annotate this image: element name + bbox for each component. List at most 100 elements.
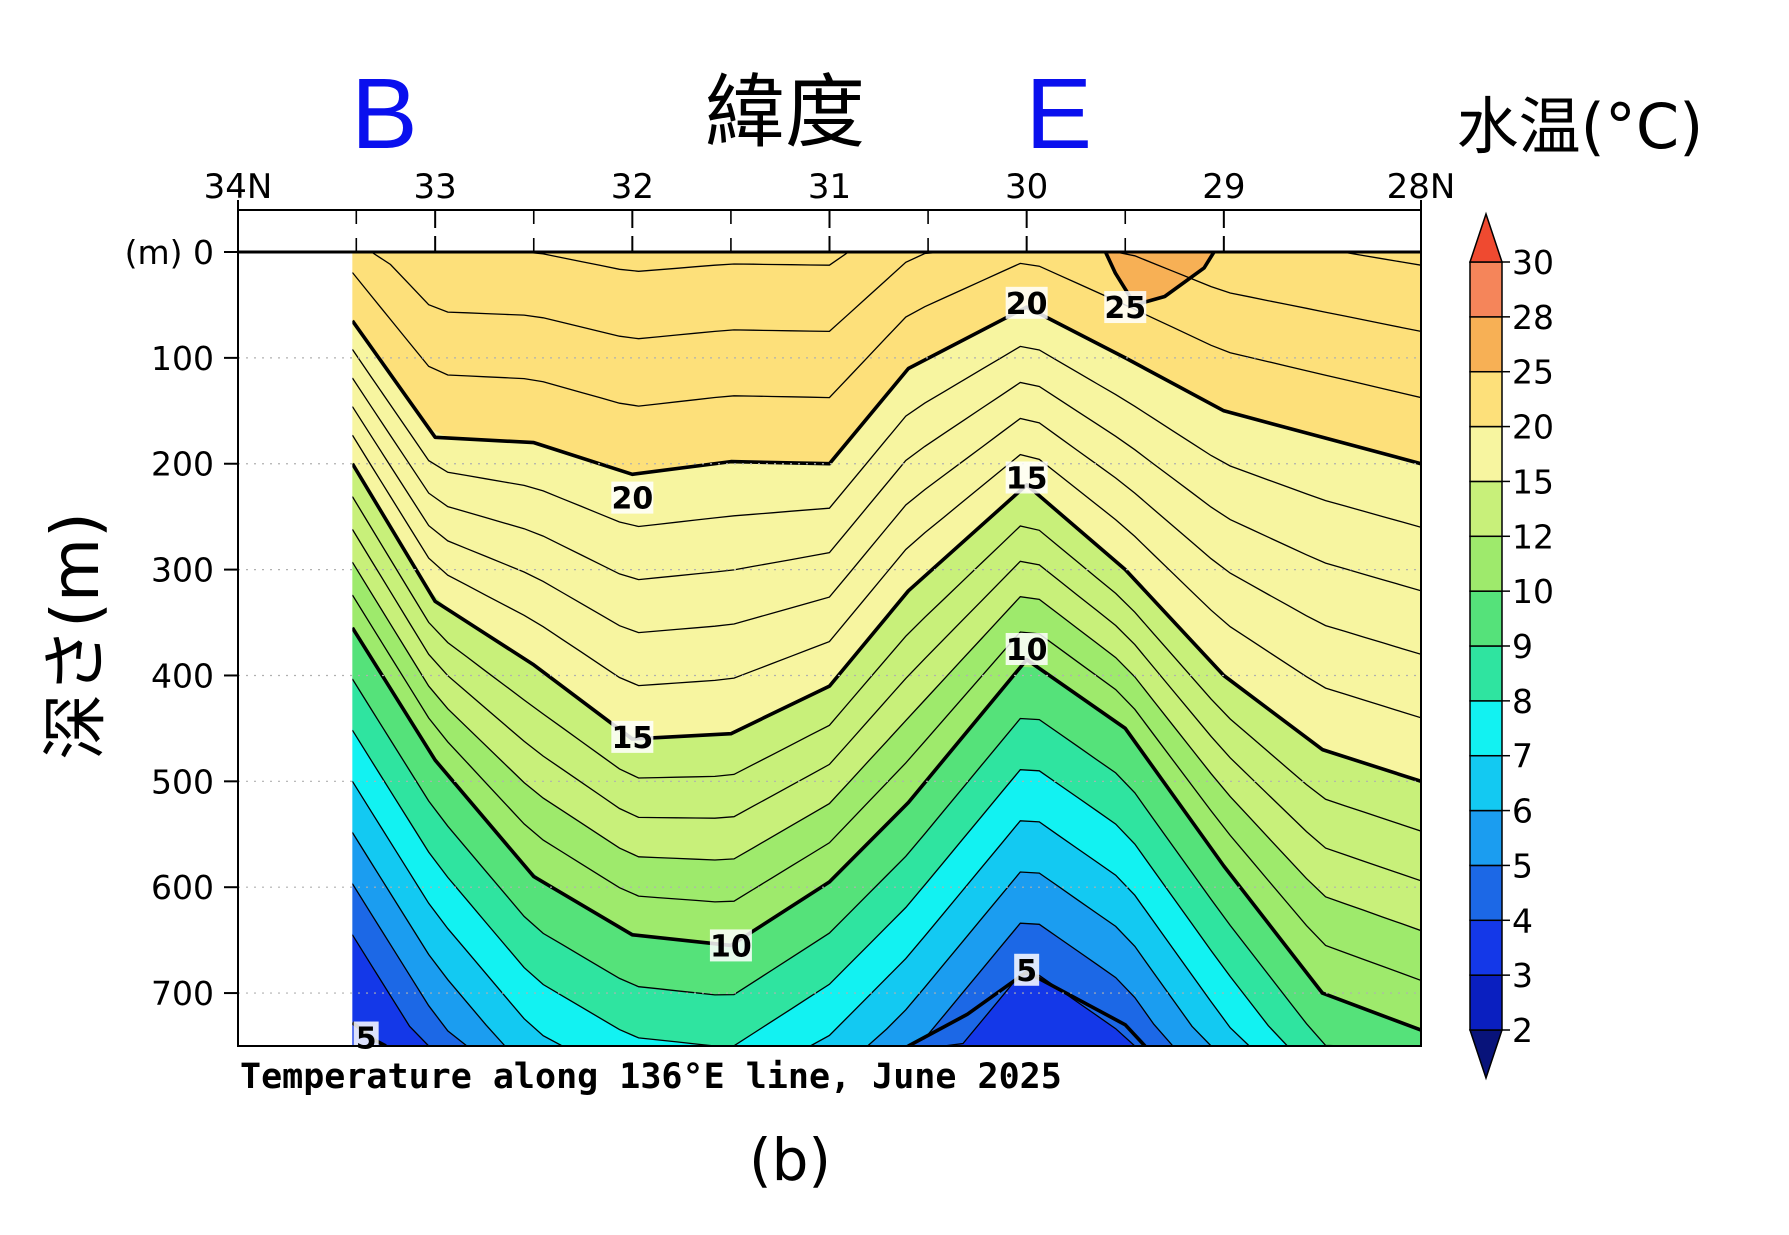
isotherm-22c: [352, 252, 1421, 340]
contour-label-bg: [1104, 291, 1147, 324]
x-tick-label: 33: [414, 167, 457, 207]
contour-label-text: 10: [1006, 633, 1048, 668]
minor-isotherms: [352, 252, 1421, 1046]
major-isotherms: [352, 252, 1421, 1046]
contour-label-bg: [1005, 633, 1048, 665]
x-axis-title: 緯度: [705, 66, 865, 159]
colorbar-tick-label: 6: [1512, 792, 1533, 831]
y-tick-label: 100: [151, 339, 214, 378]
contour-label-bg: [611, 481, 654, 514]
isotherm-13c: [352, 529, 1421, 882]
y-tick-label: 700: [151, 974, 214, 1013]
x-tick-label: 31: [808, 167, 851, 207]
band-30c: [352, 252, 1421, 253]
panel-label: (b): [749, 1126, 831, 1194]
colorbar-tick-label: 2: [1512, 1011, 1533, 1050]
isotherm-20c-bold: [352, 305, 1421, 477]
colorbar-segment: [1469, 261, 1503, 318]
x-tick-label: 30: [1005, 167, 1048, 207]
contour-label-text: 15: [1006, 461, 1048, 496]
contour-label-bg: [353, 1021, 379, 1054]
colorbar: 2 3 4 5 6 7 8 9 10 12 15 20 25 28 30: [1468, 211, 1554, 1081]
y-tick-label: 500: [151, 762, 214, 801]
contour-label-15: 15: [611, 720, 654, 756]
depth-gridlines: [238, 357, 1421, 994]
contour-label-20: 20: [611, 481, 654, 517]
colorbar-segment: [1469, 425, 1503, 483]
colorbar-segment: [1469, 974, 1503, 1031]
contour-label-bg: [1005, 461, 1048, 494]
contour-label-text: 5: [1016, 954, 1037, 989]
contour-label-text: 15: [611, 721, 653, 756]
contour-label-text: 20: [611, 482, 653, 517]
y-tick-label: 400: [151, 656, 214, 695]
colorbar-tick-label: 20: [1512, 408, 1554, 447]
latitude-axis: 34N 33 32 31 30 29 28N: [204, 167, 1456, 252]
colorbar-tick-label: 15: [1512, 462, 1554, 501]
isotherm-12c: [352, 561, 1421, 932]
station-marker-b: B: [351, 58, 418, 170]
temperature-bands: [352, 252, 1421, 1046]
colorbar-segment: [1469, 700, 1503, 757]
colorbar-over-triangle: [1468, 211, 1504, 263]
colorbar-tick-label: 3: [1512, 956, 1533, 995]
y-tick-label: 600: [151, 868, 214, 907]
colorbar-segment: [1469, 370, 1503, 428]
colorbar-segment: [1469, 590, 1503, 647]
contour-label-15: 15: [1005, 461, 1048, 496]
contour-label-text: 10: [710, 929, 752, 964]
band-5c: [352, 831, 1421, 1046]
contour-labels: 25 20 20 15 15 10 10 5 5: [353, 286, 1147, 1057]
isotherm-19c: [352, 345, 1421, 528]
contour-label-text: 25: [1104, 291, 1146, 326]
colorbar-tick-label: 7: [1512, 737, 1533, 776]
colorbar-segment: [1469, 754, 1503, 812]
contour-label-bg: [1005, 286, 1048, 319]
colorbar-segment: [1469, 809, 1503, 867]
colorbar-segment: [1469, 316, 1503, 373]
x-tick-label: 28N: [1387, 167, 1456, 207]
chart-title: Temperature along 136°E line, June 2025: [240, 1057, 1062, 1097]
isotherm-9c: [352, 678, 1421, 1046]
contour-label-bg: [1014, 953, 1040, 986]
colorbar-segment: [1469, 919, 1503, 976]
y-tick-label: 300: [151, 551, 214, 590]
colorbar-segment: [1469, 535, 1503, 592]
colorbar-tick-label: 30: [1512, 243, 1554, 282]
colorbar-tick-label: 25: [1512, 353, 1554, 392]
contour-label-bg: [709, 929, 752, 962]
colorbar-segment: [1469, 645, 1503, 702]
colorbar-segment: [1469, 864, 1503, 922]
y-axis-title: 深さ(m): [37, 512, 114, 760]
colorbar-tick-label: 9: [1512, 627, 1533, 666]
x-tick-label: 32: [611, 167, 654, 207]
isotherm-14c: [352, 496, 1421, 832]
isotherm-21c: [352, 262, 1421, 407]
contour-label-5: 5: [1014, 953, 1040, 989]
isotherm-17c: [352, 406, 1421, 655]
contour-label-5: 5: [353, 1021, 379, 1057]
colorbar-under-triangle: [1468, 1029, 1504, 1081]
colorbar-tick-label: 4: [1512, 901, 1533, 940]
contour-label-10: 10: [709, 929, 752, 964]
contour-label-25: 25: [1104, 291, 1147, 326]
x-tick-label: 34N: [204, 167, 273, 207]
colorbar-tick-label: 5: [1512, 846, 1533, 885]
colorbar-segment: [1469, 480, 1503, 538]
isotherm-11c: [352, 594, 1421, 982]
contour-label-20: 20: [1005, 286, 1048, 322]
contour-label-bg: [611, 720, 654, 753]
station-marker-e: E: [1025, 58, 1092, 170]
colorbar-tick-label: 28: [1512, 298, 1554, 337]
isotherm-6c: [352, 832, 1421, 1046]
colorbar-tick-label: 12: [1512, 517, 1554, 556]
colorbar-tick-label: 10: [1512, 572, 1554, 611]
contour-label-text: 5: [356, 1022, 377, 1057]
isotherm-15c-bold: [352, 462, 1421, 784]
contour-label-10: 10: [1005, 633, 1048, 668]
isotherm-16c: [352, 434, 1421, 719]
isotherm-25c-bold: [1103, 252, 1216, 307]
contour-label-text: 20: [1006, 287, 1048, 322]
